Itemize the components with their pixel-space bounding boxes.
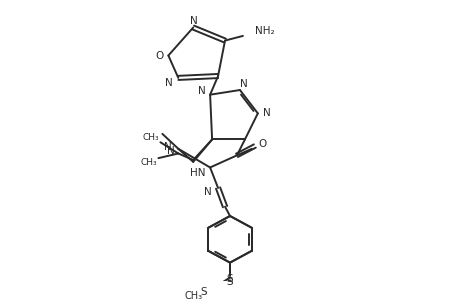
Text: O: O [258,139,266,149]
Text: NH₂: NH₂ [254,26,274,36]
Text: HN: HN [190,168,206,178]
Text: CH₃: CH₃ [184,291,202,300]
Text: N: N [165,78,173,88]
Text: O: O [155,50,163,61]
Text: N: N [204,187,212,197]
Text: S: S [226,274,233,284]
Text: N: N [167,146,175,156]
Text: S: S [226,277,233,287]
Text: N: N [263,108,270,118]
Text: N: N [240,80,247,89]
Text: N: N [190,16,198,26]
Text: N: N [164,142,172,152]
Text: CH₃: CH₃ [142,133,158,142]
Text: CH₃: CH₃ [140,158,157,167]
Text: N: N [198,86,206,96]
Text: S: S [201,286,207,297]
